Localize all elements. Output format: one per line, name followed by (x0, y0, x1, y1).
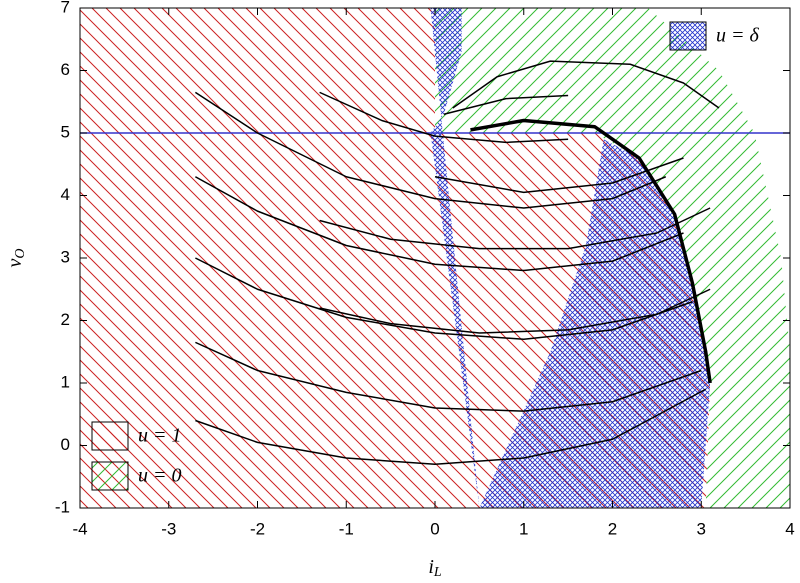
y-tick-label: 6 (61, 60, 70, 79)
y-tick-label: 7 (61, 0, 70, 16)
x-tick-label: -2 (250, 519, 265, 538)
trajectory (194, 91, 667, 209)
x-tick-label: 3 (697, 519, 706, 538)
legend-swatch (669, 21, 707, 51)
trajectory (319, 207, 711, 250)
trajectory (195, 341, 702, 412)
trajectory (319, 288, 711, 334)
y-label-main: v (4, 259, 26, 268)
y-tick-label: 4 (61, 185, 70, 204)
y-tick-label: 2 (61, 310, 70, 329)
y-tick-label: 1 (61, 372, 70, 391)
legend-swatch (91, 461, 129, 491)
legend-swatch (91, 421, 129, 451)
y-label-sub: O (13, 248, 28, 258)
y-tick-label: 3 (61, 247, 70, 266)
x-tick-label: -4 (72, 519, 87, 538)
legend-label: u = 1 (138, 425, 182, 447)
y-tick-label: -1 (55, 497, 70, 516)
trajectory (319, 91, 569, 144)
y-axis-label: vO (4, 248, 29, 267)
trajectory (470, 118, 712, 384)
trajectory (452, 60, 720, 109)
y-tick-label: 5 (61, 122, 70, 141)
trajectory (195, 176, 684, 272)
y-tick-label: 0 (61, 435, 70, 454)
legend-label: u = 0 (138, 465, 182, 487)
x-tick-label: 0 (430, 519, 439, 538)
x-label-main: i (428, 556, 434, 578)
x-tick-label: 2 (608, 519, 617, 538)
x-tick-label: 4 (785, 519, 794, 538)
x-tick-label: -1 (339, 519, 354, 538)
x-tick-label: 1 (519, 519, 528, 538)
trajectory (443, 94, 569, 115)
x-tick-label: -3 (161, 519, 176, 538)
x-label-sub: L (433, 565, 442, 580)
x-axis-label: iL (428, 556, 442, 581)
trajectory (195, 257, 693, 340)
legend-label: u = δ (716, 25, 759, 47)
region (430, 8, 711, 508)
trajectory (195, 388, 707, 465)
